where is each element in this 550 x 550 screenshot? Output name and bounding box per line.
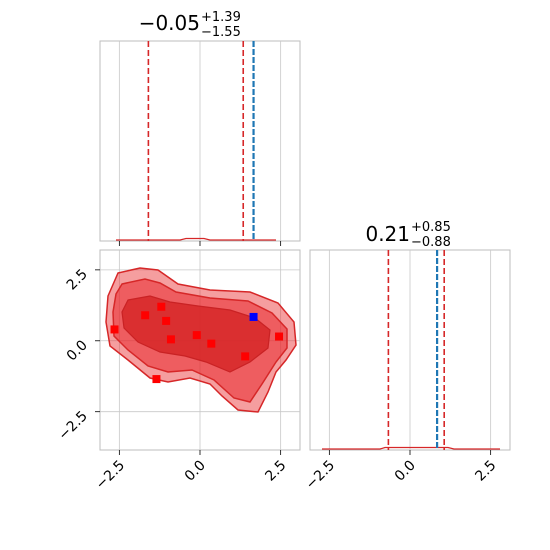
sample-point xyxy=(241,352,250,361)
title-minus-marginal-y: −0.88 xyxy=(411,235,451,250)
grid-marginal-x xyxy=(118,41,282,241)
y-tick-label: 0.0 xyxy=(64,337,91,364)
x-tick-label: 0.0 xyxy=(392,458,419,485)
x-tick-label: 2.5 xyxy=(472,458,499,485)
x-tick-label: −2.5 xyxy=(303,458,338,493)
sample-point xyxy=(110,325,119,334)
x-tick-label: −2.5 xyxy=(93,458,128,493)
quantile-lines-marginal-y xyxy=(387,250,445,450)
x-tick-label: 2.5 xyxy=(262,458,289,485)
truth-marker-joint xyxy=(249,312,258,321)
title-value-marginal-x: −0.05 xyxy=(139,11,200,35)
grid-marginal-y xyxy=(328,250,492,450)
panel-marginal-x: −0.05 +1.39 −1.55 xyxy=(99,10,301,246)
ticks-marginal-x xyxy=(118,241,282,246)
histogram-marginal-y xyxy=(322,446,500,450)
panel-joint: −2.5 0.0 2.5 −2.5 0.0 2.5 xyxy=(55,249,301,493)
truth-point xyxy=(249,312,258,321)
sample-point xyxy=(275,332,284,341)
sample-point xyxy=(207,339,216,348)
sample-points xyxy=(110,302,284,384)
title-value-marginal-y: 0.21 xyxy=(365,222,410,246)
y-tick-label: 2.5 xyxy=(64,266,91,293)
histogram-line xyxy=(322,446,500,450)
sample-point xyxy=(166,335,175,344)
panel-marginal-y: −2.5 0.0 2.5 0.21 +0.85 −0.88 xyxy=(303,220,511,493)
sample-point xyxy=(162,316,171,325)
histogram-marginal-x xyxy=(116,237,276,241)
sample-point xyxy=(192,331,201,340)
ticks-marginal-y: −2.5 0.0 2.5 xyxy=(303,450,499,493)
sample-point xyxy=(141,311,150,320)
x-tick-label: 0.0 xyxy=(182,458,209,485)
y-tick-label: −2.5 xyxy=(55,408,90,443)
title-plus-marginal-x: +1.39 xyxy=(201,10,241,25)
histogram-line xyxy=(116,237,276,241)
title-plus-marginal-y: +0.85 xyxy=(411,220,451,235)
quantile-lines-marginal-x xyxy=(147,41,245,241)
title-minus-marginal-x: −1.55 xyxy=(201,25,241,40)
sample-point xyxy=(157,302,166,311)
sample-point xyxy=(152,375,161,384)
